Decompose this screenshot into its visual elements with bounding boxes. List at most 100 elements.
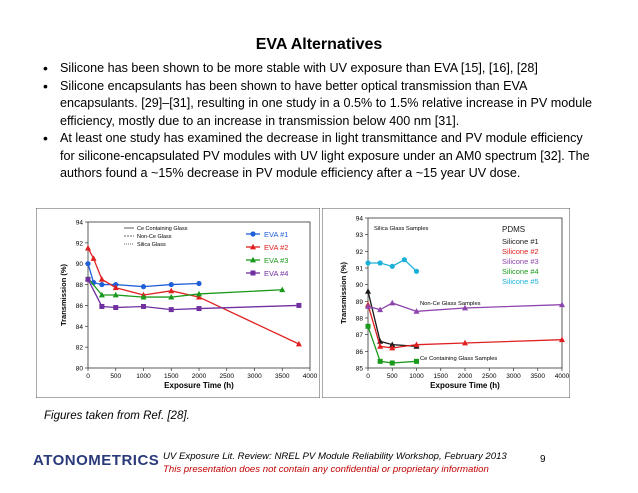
data-point: [85, 244, 91, 251]
data-point: [85, 261, 91, 267]
data-point: [389, 360, 395, 366]
legend-marker: [250, 231, 256, 237]
y-tick-label: 89: [356, 299, 364, 306]
footer-title: UV Exposure Lit. Review: NREL PV Module …: [163, 451, 507, 462]
data-point: [99, 281, 105, 288]
data-point: [196, 293, 202, 300]
x-tick-label: 3500: [531, 373, 546, 380]
data-point: [196, 306, 202, 312]
x-tick-label: 2000: [192, 373, 207, 380]
x-tick-label: 0: [86, 373, 90, 380]
data-point: [112, 291, 119, 298]
legend-marker: [250, 270, 256, 276]
legend-label: Silicone #1: [502, 237, 539, 246]
x-tick-label: 0: [366, 373, 370, 380]
data-point: [168, 281, 174, 288]
y-tick-label: 94: [76, 220, 84, 227]
legend-label: EVA #3: [264, 256, 288, 265]
legend-label: EVA #4: [264, 269, 288, 278]
y-tick-label: 86: [76, 303, 84, 310]
page-number: 9: [540, 454, 546, 465]
data-point: [413, 341, 420, 348]
x-tick-label: 4000: [555, 373, 570, 380]
bullet-list: Silicone has been shown to be more stabl…: [40, 60, 600, 183]
data-point: [389, 341, 396, 348]
data-point: [279, 286, 286, 293]
y-tick-label: 90: [76, 261, 84, 268]
eva-transmission-chart: 80 82 84 86 88 90 92 94 0 500 1000 1500 2000 2500 3000…: [36, 208, 320, 398]
bullet-item: At least one study has examined the decr…: [40, 130, 600, 183]
sample-annotation: Silica Glass Samples: [374, 226, 429, 232]
data-point: [389, 344, 396, 351]
chart-frame: [322, 208, 570, 398]
x-tick-label: 1500: [164, 373, 179, 380]
silicone-transmission-chart: 85 86 87 88 89 90 91 92 93 94 0 500 1000 1500 2000 2500…: [322, 208, 570, 398]
data-point: [559, 301, 565, 308]
x-tick-label: 3000: [506, 373, 521, 380]
data-point: [365, 260, 371, 266]
y-tick-label: 92: [356, 249, 364, 256]
data-point: [85, 276, 91, 282]
glass-legend-label: Silica Glass: [137, 242, 166, 248]
data-point: [112, 284, 119, 291]
series-line: [367, 302, 563, 312]
data-point: [462, 304, 468, 311]
data-point: [377, 306, 384, 313]
legend-label: Silicone #5: [502, 277, 539, 286]
y-tick-label: 86: [356, 349, 364, 356]
company-logo: ATONOMETRICS: [33, 452, 160, 469]
data-point: [196, 290, 202, 297]
legend-marker: [250, 243, 256, 250]
y-tick-label: 91: [356, 266, 364, 273]
data-point: [98, 291, 105, 298]
x-tick-label: 500: [387, 373, 398, 380]
sample-annotation: Ce Containing Glass Samples: [420, 356, 497, 362]
y-tick-label: 88: [76, 282, 84, 289]
data-point: [196, 280, 202, 287]
series-line: [367, 326, 417, 364]
series-line: [367, 304, 563, 349]
y-tick-label: 80: [76, 366, 84, 373]
data-point: [365, 323, 371, 329]
x-tick-label: 1000: [409, 373, 424, 380]
legend-label: EVA #2: [264, 243, 288, 252]
bullet-item: Silicone encapsulants has been shown to …: [40, 78, 600, 131]
x-tick-label: 2000: [458, 373, 473, 380]
data-point: [389, 263, 395, 269]
bullet-item: Silicone has been shown to be more stabl…: [40, 60, 600, 78]
data-point: [140, 284, 147, 290]
x-tick-label: 3500: [275, 373, 290, 380]
data-point: [113, 305, 119, 311]
x-tick-label: 3000: [247, 373, 262, 380]
footer-disclaimer: This presentation does not contain any c…: [163, 464, 489, 475]
data-point: [414, 358, 419, 364]
data-point: [90, 255, 97, 261]
x-tick-label: 4000: [303, 373, 318, 380]
x-tick-label: 1000: [136, 373, 151, 380]
glass-legend-label: Ce Containing Glass: [137, 226, 188, 232]
y-tick-label: 82: [76, 345, 84, 352]
data-point: [377, 343, 384, 349]
data-point: [365, 288, 371, 294]
data-point: [377, 260, 383, 266]
chart-frame: [36, 208, 320, 398]
sample-annotation: Non-Ce Glass Samples: [420, 301, 481, 307]
series-line: [87, 247, 300, 345]
figure-caption: Figures taken from Ref. [28].: [44, 410, 190, 422]
y-tick-label: 87: [356, 332, 364, 339]
x-tick-label: 500: [110, 373, 121, 380]
x-tick-label: 2500: [220, 373, 235, 380]
legend-label: Silicone #3: [502, 257, 539, 266]
x-tick-label: 1500: [434, 373, 449, 380]
data-point: [413, 268, 420, 274]
legend-label: EVA #1: [264, 230, 288, 239]
y-tick-label: 92: [76, 240, 84, 247]
data-point: [559, 336, 565, 343]
glass-legend-label: Non-Ce Glass: [137, 234, 172, 240]
series-line: [367, 291, 417, 347]
y-tick-label: 94: [356, 216, 364, 223]
y-tick-label: 90: [356, 282, 364, 289]
data-point: [401, 257, 407, 263]
data-point: [168, 293, 175, 300]
y-tick-label: 85: [356, 366, 364, 373]
